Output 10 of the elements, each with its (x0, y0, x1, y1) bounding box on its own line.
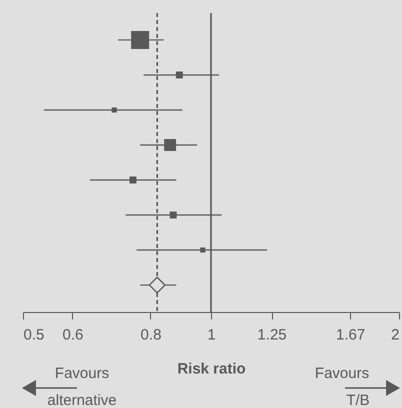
x-tick-label: 0.8 (140, 326, 162, 344)
text: Favours T/B (314, 365, 370, 408)
x-tick-label: 0.5 (24, 326, 44, 344)
text: Favours alternative (47, 365, 117, 408)
x-tick-label: 2 (391, 326, 400, 344)
x-tick-label: 1.67 (336, 326, 366, 344)
x-tick-label: 1 (207, 326, 216, 344)
x-tick-label: 0.6 (62, 326, 84, 344)
x-axis-title: Risk ratio (177, 360, 246, 378)
x-tick-label: 1.25 (257, 326, 287, 344)
